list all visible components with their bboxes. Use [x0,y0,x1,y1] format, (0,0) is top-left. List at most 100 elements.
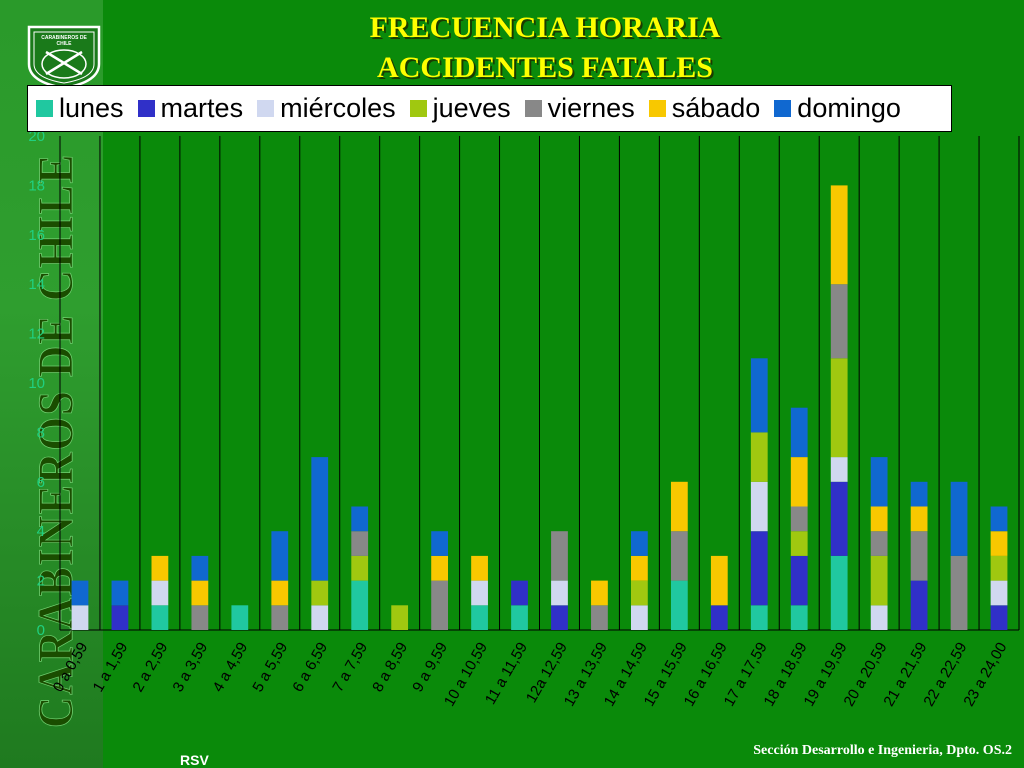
legend-label: domingo [797,93,901,123]
chart-title-line-2: ACCIDENTES FATALES [377,51,713,84]
y-tick-label: 8 [37,424,45,441]
bar-segment [471,580,488,606]
bar-segment [910,580,928,630]
x-tick-label: 6 a 6,59 [289,640,331,695]
bar-segment [990,506,1008,532]
bar-segment [351,531,369,556]
bar-segment [750,358,768,433]
bar-segment [191,555,209,581]
bar-segment [790,555,808,606]
legend-swatch [774,100,792,117]
bar-segment [830,481,848,556]
y-tick-label: 14 [28,276,45,293]
y-tick-label: 0 [37,622,45,639]
y-tick-label: 2 [37,573,45,590]
y-tick-label: 20 [28,128,45,145]
footer-credit: Sección Desarrollo e Ingenieria, Dpto. O… [753,743,1012,758]
bar-segment [271,580,289,606]
bar-segment [511,580,528,606]
bar-segment [910,506,928,532]
bar-segment [311,457,329,581]
bar-segment [111,605,129,630]
legend-swatch [36,100,53,117]
y-tick-label: 10 [28,375,45,392]
sidebar-vertical-text: CARABINEROS DE CHILE [27,153,84,728]
bar-segment [830,358,848,458]
sidebar-text: CARABINEROS DE CHILE [27,153,83,728]
legend-item: viernes [524,93,635,124]
x-tick-label: 4 a 4,59 [209,640,251,695]
bar-segment [710,555,728,606]
legend-item: domingo [774,93,901,124]
legend-swatch [137,100,155,117]
bar-segment [191,580,209,606]
bar-segment [71,605,89,630]
logo-text-2: CHILE [57,41,73,47]
bar-segment [670,580,688,630]
bar-segment [631,531,648,556]
legend-label: lunes [59,93,124,123]
chart-title: FRECUENCIA HORARIA ACCIDENTES FATALES [240,8,850,88]
bar-segment [471,605,488,630]
legend-label: miércoles [280,93,396,123]
legend: lunes martes miércoles jueves viernes sábado d… [27,85,952,132]
bar-segment [151,605,169,630]
bar-segment [631,555,648,581]
bar-segment [750,432,768,482]
logo-text: CARABINEROS DE [41,35,87,41]
bar-segment [870,506,888,532]
x-tick-label: 0 a 0,59 [50,640,92,695]
bar-segment [790,531,808,556]
y-tick-label: 6 [37,474,45,491]
bar-segment [151,580,169,606]
bar-segment [830,185,848,285]
x-tick-label: 5 a 5,59 [249,640,291,695]
legend-item: martes [137,93,243,124]
bar-segment [950,481,968,556]
bar-segment [431,555,448,581]
bar-segment [391,605,409,630]
bar-segment [511,605,528,630]
bar-segment [910,481,928,507]
bar-segment [351,580,369,630]
legend-item: jueves [409,93,511,124]
legend-swatch [648,100,666,117]
bar-segment [551,580,568,606]
legend-label: sábado [671,93,761,123]
y-tick-label: 16 [28,227,45,244]
bar-segment [271,531,289,581]
legend-item: sábado [648,93,761,124]
bar-segment [631,605,648,630]
bar-segment [990,555,1008,581]
x-tick-label: 2 a 2,59 [130,640,172,695]
bar-segment [870,555,888,606]
bar-segment [750,481,768,532]
legend-item: lunes [36,93,124,124]
y-tick-label: 4 [37,523,45,540]
x-tick-label: 8 a 8,59 [369,640,411,695]
x-tick-label: 9 a 9,59 [409,640,451,695]
bar-segment [551,605,568,630]
bar-segment [351,506,369,532]
bar-segment [990,605,1008,630]
bar-segment [750,605,768,630]
bar-segment [151,555,169,581]
chart-title-line-1: FRECUENCIA HORARIA [369,11,721,44]
bar-segment [710,605,728,630]
legend-label: jueves [432,93,511,123]
bar-segment [790,506,808,532]
x-tick-label: 3 a 3,59 [169,640,211,695]
bar-segment [830,457,848,482]
legend-swatch [524,100,542,117]
bar-segment [870,605,888,630]
bar-segment [551,531,568,581]
bar-segment [591,605,608,630]
bar-segment [231,605,249,630]
bar-segment [471,555,488,581]
bar-segment [631,580,648,606]
bar-segment [870,457,888,507]
y-tick-label: 12 [28,326,45,343]
bar-segment [990,580,1008,606]
legend-swatch [409,100,427,117]
